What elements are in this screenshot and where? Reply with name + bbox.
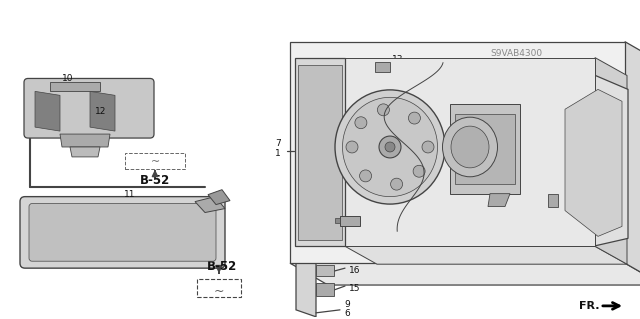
Text: 13: 13 xyxy=(392,55,403,64)
Text: 16: 16 xyxy=(349,266,360,275)
Ellipse shape xyxy=(413,165,425,177)
Polygon shape xyxy=(70,147,100,157)
Ellipse shape xyxy=(346,141,358,153)
Text: ~: ~ xyxy=(150,157,159,167)
Text: 2: 2 xyxy=(308,165,314,174)
Ellipse shape xyxy=(408,112,420,124)
Polygon shape xyxy=(295,58,345,246)
Polygon shape xyxy=(375,62,390,71)
Polygon shape xyxy=(296,246,316,317)
Ellipse shape xyxy=(451,126,489,168)
Ellipse shape xyxy=(422,141,434,153)
Ellipse shape xyxy=(379,136,401,158)
Text: B-52: B-52 xyxy=(207,260,237,273)
Text: 7: 7 xyxy=(275,138,281,147)
Ellipse shape xyxy=(385,142,395,152)
Polygon shape xyxy=(290,263,640,285)
Ellipse shape xyxy=(378,104,389,116)
FancyBboxPatch shape xyxy=(20,197,225,268)
Ellipse shape xyxy=(355,117,367,129)
Polygon shape xyxy=(50,82,100,91)
Polygon shape xyxy=(195,197,225,212)
Ellipse shape xyxy=(360,170,372,182)
Text: 11: 11 xyxy=(124,190,136,199)
Text: 15: 15 xyxy=(349,284,360,293)
Ellipse shape xyxy=(342,97,438,197)
Polygon shape xyxy=(548,194,558,207)
FancyBboxPatch shape xyxy=(24,78,154,138)
Polygon shape xyxy=(345,58,595,246)
Polygon shape xyxy=(595,58,627,264)
Ellipse shape xyxy=(442,117,497,177)
Polygon shape xyxy=(625,42,640,285)
Polygon shape xyxy=(316,265,334,276)
Bar xyxy=(125,153,185,169)
Polygon shape xyxy=(455,114,515,184)
Text: FR.: FR. xyxy=(579,301,600,311)
Polygon shape xyxy=(298,64,342,240)
Polygon shape xyxy=(556,74,628,246)
Polygon shape xyxy=(35,91,60,131)
Polygon shape xyxy=(316,283,334,296)
Text: 14: 14 xyxy=(321,219,332,228)
Polygon shape xyxy=(290,42,625,263)
Text: S9VAB4300: S9VAB4300 xyxy=(490,49,542,58)
Polygon shape xyxy=(488,194,510,207)
Text: 5: 5 xyxy=(353,171,359,180)
Polygon shape xyxy=(335,219,340,223)
Polygon shape xyxy=(90,91,115,131)
Text: B-52: B-52 xyxy=(140,174,170,187)
Polygon shape xyxy=(340,216,360,226)
Ellipse shape xyxy=(335,90,445,204)
Text: 10: 10 xyxy=(62,74,74,83)
Polygon shape xyxy=(450,104,520,194)
Text: ~: ~ xyxy=(214,285,224,298)
Polygon shape xyxy=(345,246,627,264)
Polygon shape xyxy=(60,134,110,147)
Polygon shape xyxy=(208,190,230,204)
FancyBboxPatch shape xyxy=(29,204,216,261)
Text: 4: 4 xyxy=(540,212,546,221)
Text: 1: 1 xyxy=(275,149,281,159)
Text: 8: 8 xyxy=(308,154,314,163)
Text: 6: 6 xyxy=(344,309,349,318)
Bar xyxy=(197,279,241,297)
Text: 12: 12 xyxy=(95,107,106,116)
Text: 9: 9 xyxy=(344,300,349,309)
Text: 3: 3 xyxy=(353,182,359,191)
Polygon shape xyxy=(565,89,622,236)
Text: 13: 13 xyxy=(578,192,589,201)
Ellipse shape xyxy=(390,178,403,190)
